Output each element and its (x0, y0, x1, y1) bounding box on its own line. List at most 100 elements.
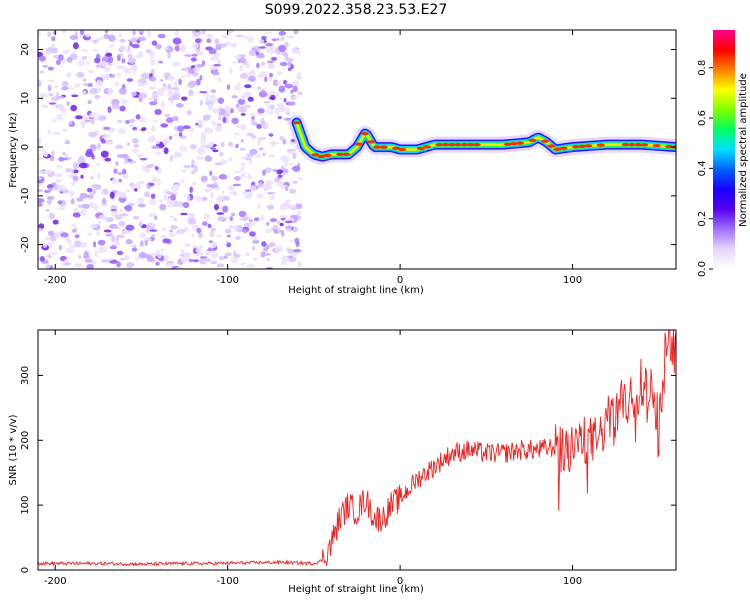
noise-blob (54, 85, 59, 89)
noise-blob (38, 170, 45, 174)
noise-blob (117, 171, 123, 176)
noise-blob (231, 42, 238, 48)
signal-peak (416, 146, 425, 151)
noise-blob (89, 144, 97, 152)
noise-blob (81, 123, 86, 129)
noise-blob (107, 258, 114, 261)
noise-blob (83, 82, 89, 87)
noise-blob (46, 196, 55, 200)
noise-blob (209, 170, 213, 176)
noise-blob (173, 184, 181, 187)
noise-blob (109, 191, 115, 199)
noise-blob (240, 261, 246, 266)
noise-blob (271, 56, 277, 61)
colorbar-tick-label: 0.2 (697, 211, 708, 227)
noise-blob (249, 159, 253, 165)
noise-blob (240, 139, 244, 143)
noise-blob (139, 240, 144, 247)
noise-blob (251, 70, 255, 77)
noise-blob (94, 250, 99, 258)
noise-blob (192, 182, 197, 186)
noise-blob (137, 203, 146, 208)
noise-blob (74, 83, 81, 89)
signal-peak (621, 143, 630, 147)
noise-blob (165, 191, 174, 195)
noise-blob (153, 92, 160, 96)
noise-blob (158, 257, 165, 262)
noise-blob (277, 104, 285, 111)
noise-blob (249, 148, 258, 155)
noise-blob (214, 38, 220, 45)
noise-blob (135, 114, 141, 120)
noise-blob (282, 157, 289, 163)
noise-blob (151, 145, 160, 150)
noise-blob (66, 156, 72, 160)
noise-blob (159, 203, 167, 211)
noise-blob (183, 227, 190, 232)
noise-blob (104, 141, 114, 145)
noise-blob (164, 262, 174, 267)
noise-blob (204, 188, 212, 193)
noise-blob (256, 203, 261, 209)
signal-peak (398, 147, 407, 152)
noise-blob (63, 262, 72, 266)
noise-blob (121, 153, 129, 159)
noise-blob (83, 251, 89, 258)
noise-blob (149, 58, 156, 66)
noise-blob (172, 116, 179, 121)
noise-blob (116, 250, 124, 256)
noise-blob (58, 156, 65, 162)
noise-blob (188, 67, 195, 75)
noise-blob (214, 125, 223, 132)
noise-blob (297, 260, 302, 268)
noise-blob (222, 205, 229, 213)
noise-blob (163, 194, 168, 201)
noise-blob (138, 51, 144, 57)
noise-blob (283, 79, 287, 85)
noise-blob (39, 255, 45, 262)
noise-blob (191, 159, 195, 166)
noise-blob (240, 73, 248, 79)
noise-blob (45, 263, 50, 269)
noise-blob (245, 189, 252, 192)
noise-blob (93, 241, 97, 248)
noise-blob (115, 191, 121, 197)
noise-blob (120, 98, 126, 102)
noise-blob (163, 147, 169, 155)
signal-peak (342, 152, 351, 156)
noise-blob (176, 201, 183, 206)
noise-blob (279, 215, 287, 219)
noise-blob (100, 139, 106, 144)
noise-blob (273, 225, 279, 229)
noise-blob (207, 223, 212, 229)
noise-blob (210, 147, 216, 150)
noise-blob (70, 104, 77, 112)
snr-y-ticks: 0 100 200 300 (20, 366, 676, 573)
noise-blob (265, 31, 272, 35)
noise-blob (112, 210, 118, 218)
noise-blob (231, 212, 236, 217)
noise-blob (134, 188, 138, 192)
noise-blob (100, 190, 105, 195)
noise-blob (113, 81, 120, 86)
noise-blob (82, 90, 87, 96)
noise-blob (89, 88, 98, 95)
noise-blob (217, 58, 221, 65)
noise-blob (105, 217, 114, 223)
noise-blob (200, 134, 207, 140)
noise-blob (246, 264, 256, 268)
noise-blob (103, 126, 111, 130)
noise-blob (138, 92, 148, 99)
noise-blob (266, 60, 274, 63)
noise-blob (159, 199, 164, 203)
noise-blob (169, 229, 174, 233)
noise-blob (256, 62, 260, 69)
noise-blob (245, 157, 252, 161)
noise-blob (283, 98, 287, 103)
noise-blob (240, 113, 246, 116)
noise-blob (56, 59, 61, 66)
noise-blob (132, 30, 136, 36)
noise-blob (228, 30, 232, 33)
y-tick-label: 20 (20, 43, 31, 56)
noise-blob (218, 256, 225, 261)
